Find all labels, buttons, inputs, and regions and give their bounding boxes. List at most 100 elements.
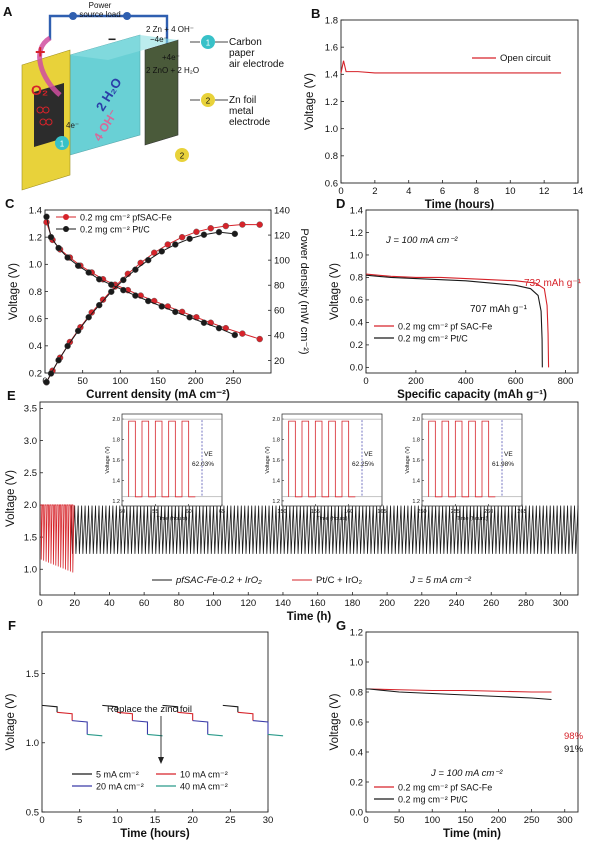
y-axis-label: Voltage (V) xyxy=(8,263,20,320)
retention-annotation: 98% xyxy=(564,731,584,742)
callout-1-badge xyxy=(55,136,69,150)
inset-x-tick-label: 50 xyxy=(119,509,125,515)
y-tick-label: 0.8 xyxy=(325,151,338,162)
x-tick-label: 250 xyxy=(524,815,540,826)
y2-tick-label: 140 xyxy=(274,205,290,216)
data-point xyxy=(74,327,82,335)
inset-x-tick-label: 55 xyxy=(152,509,158,515)
step-curve xyxy=(57,711,73,721)
x-tick-label: 200 xyxy=(379,598,395,609)
y-tick-label: 1.2 xyxy=(29,232,42,243)
y-tick-label: 1.0 xyxy=(26,738,39,749)
x-tick-label: 25 xyxy=(225,815,236,826)
x-tick-label: 200 xyxy=(188,376,204,387)
x-tick-label: 8 xyxy=(474,186,479,197)
legend-2-number: 2 xyxy=(206,97,211,106)
inset-x-tick-label: 250 xyxy=(417,509,426,515)
data-point xyxy=(215,228,223,236)
data-point xyxy=(145,256,152,264)
x-tick-label: 40 xyxy=(104,598,115,609)
data-point xyxy=(231,331,239,339)
legend-1-text: Carbon xyxy=(229,37,262,48)
legend-label: 0.2 mg cm⁻² Pt/C xyxy=(80,224,150,234)
y-tick-label: 1.8 xyxy=(325,15,338,26)
x-tick-label: 150 xyxy=(150,376,166,387)
data-point xyxy=(47,370,55,377)
y-tick-label: 1.0 xyxy=(325,124,338,135)
data-point xyxy=(96,301,103,309)
x-tick-label: 260 xyxy=(483,598,499,609)
y-tick-label: 0.5 xyxy=(26,807,39,818)
x-tick-label: 150 xyxy=(457,815,473,826)
condition-label: J = 100 mA cm⁻² xyxy=(385,235,458,246)
legend-label: 20 mA cm⁻² xyxy=(96,781,144,791)
plot-frame xyxy=(39,401,579,596)
y-axis-label: Voltage (V) xyxy=(329,693,341,750)
reaction-label: +4e⁻ xyxy=(162,53,180,62)
inset-x-tick-label: 165 xyxy=(377,509,386,515)
y-tick-label: 1.4 xyxy=(29,205,42,216)
inset-y-tick-label: 1.4 xyxy=(112,478,120,484)
zn-foil-electrode xyxy=(144,39,179,146)
x-tick-label: 200 xyxy=(408,376,424,387)
x-tick-label: 300 xyxy=(557,815,573,826)
legend-label: 0.2 mg cm⁻² Pt/C xyxy=(398,794,468,804)
y-tick-label: 3.5 xyxy=(24,404,37,415)
inset-y-tick-label: 1.8 xyxy=(412,438,420,444)
x-tick-label: 5 xyxy=(77,815,82,826)
inset-x-label: Time (hours) xyxy=(457,516,488,522)
y2-tick-label: 60 xyxy=(274,306,285,317)
y-tick-label: 2.0 xyxy=(24,500,37,511)
x-tick-label: 140 xyxy=(275,598,291,609)
x-tick-label: 0 xyxy=(37,598,42,609)
x-axis-label: Time (hours) xyxy=(425,199,495,211)
step-curve xyxy=(162,704,179,713)
inset-y-tick-label: 1.2 xyxy=(412,499,420,505)
catalyst-layer xyxy=(34,83,64,147)
legend-2-text: Zn foil xyxy=(229,95,256,106)
x-tick-label: 600 xyxy=(508,376,524,387)
external-wire xyxy=(48,14,169,55)
reaction-label: 2 Zn + 4 OH⁻ xyxy=(146,25,194,34)
y-tick-label: 1.4 xyxy=(325,70,338,81)
inset-frame xyxy=(281,413,383,507)
data-point xyxy=(172,241,179,248)
x-tick-label: 0 xyxy=(363,815,368,826)
y-tick-label: 1.0 xyxy=(24,565,37,576)
x-tick-label: 100 xyxy=(424,815,440,826)
data-point xyxy=(193,228,200,236)
condition-label: J = 5 mA cm⁻² xyxy=(409,575,472,586)
y-tick-label: 1.0 xyxy=(350,250,363,261)
y-tick-label: 1.4 xyxy=(350,205,363,216)
data-point xyxy=(164,241,171,248)
callout-2-badge xyxy=(175,148,189,162)
data-point xyxy=(120,276,127,284)
data-point xyxy=(43,213,50,220)
legend-2-text: electrode xyxy=(229,117,271,128)
panel-E: 0 20 40 60 80 100 120 140 160 180 200 220 240 260 280 3… xyxy=(5,388,579,623)
legend-marker xyxy=(63,214,69,220)
inset-y-tick-label: 1.6 xyxy=(112,458,120,464)
x-tick-label: 250 xyxy=(225,376,241,387)
data-point xyxy=(256,335,263,343)
y-tick-label: 0.6 xyxy=(350,717,363,728)
legend-label: 40 mA cm⁻² xyxy=(180,781,228,791)
data-point xyxy=(207,225,214,232)
x-tick-label: 400 xyxy=(458,376,474,387)
data-point xyxy=(85,269,92,276)
x-tick-label: 4 xyxy=(406,186,411,197)
x-axis-label: Specific capacity (mAh g⁻¹) xyxy=(397,389,547,401)
x-tick-label: 12 xyxy=(539,186,550,197)
reaction-label: −4e⁻ xyxy=(150,35,168,44)
legend-label: 0.2 mg cm⁻² pfSAC-Fe xyxy=(80,212,172,222)
data-point xyxy=(43,378,50,386)
x-tick-label: 100 xyxy=(112,376,128,387)
data-point xyxy=(137,259,144,267)
x-tick-label: 50 xyxy=(394,815,405,826)
electron-label: 4e⁻ xyxy=(66,121,79,130)
x-tick-label: 10 xyxy=(505,186,516,197)
data-point xyxy=(215,324,223,332)
inset-x-tick-label: 160 xyxy=(344,509,353,515)
x-tick-label: 280 xyxy=(518,598,534,609)
